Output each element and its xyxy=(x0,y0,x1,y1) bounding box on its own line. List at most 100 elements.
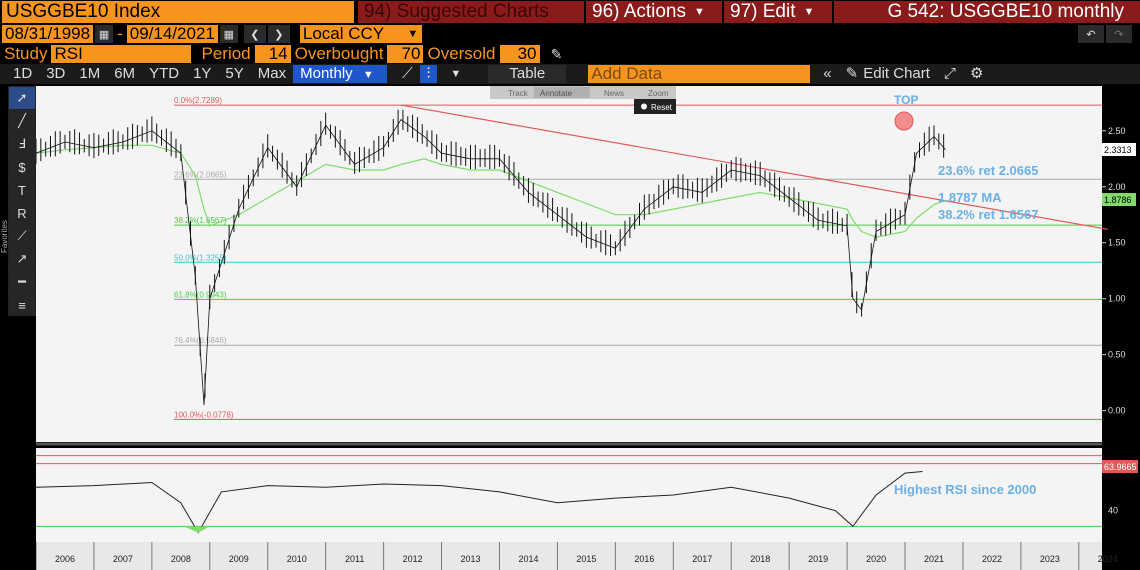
news-button[interactable]: News xyxy=(604,89,624,98)
range-1d[interactable]: 1D xyxy=(13,65,33,82)
chart-svg[interactable]: 0.0%(2.7289) 23.6%(2.0665) 38.2%(1.6567) 50… xyxy=(35,86,1140,570)
x-axis-band xyxy=(36,542,1102,570)
track-button[interactable]: Track xyxy=(508,89,529,98)
undo-icon[interactable]: ↶ xyxy=(1078,25,1104,43)
top-marker xyxy=(894,111,914,131)
period-input[interactable]: 14 xyxy=(254,45,291,63)
annotate-button[interactable]: Annotate xyxy=(540,89,573,98)
ma-line xyxy=(35,144,946,238)
price-pane xyxy=(36,86,1102,442)
ticker-field[interactable]: USGGBE10 Index xyxy=(2,1,354,23)
zoom-button[interactable]: Zoom xyxy=(648,89,669,98)
edit-menu[interactable]: 97) Edit ▼ xyxy=(724,1,832,23)
end-date-input[interactable]: 09/14/2021 xyxy=(126,25,218,43)
pencil-icon[interactable]: ✎ xyxy=(550,45,563,62)
study-select[interactable]: RSI xyxy=(51,45,192,63)
chart-panel[interactable]: 0.0%(2.7289) 23.6%(2.0665) 38.2%(1.6567) 50… xyxy=(35,86,1140,570)
overbought-input[interactable]: 70 xyxy=(387,45,424,63)
collapse-icon[interactable]: « xyxy=(823,65,832,82)
actions-label: 96) Actions xyxy=(592,1,686,22)
range-6m[interactable]: 6M xyxy=(114,65,136,82)
calendar-icon[interactable]: ▦ xyxy=(95,25,114,43)
ret382-label: 38.2% ret 1.6567 xyxy=(938,207,1038,222)
frequency-select[interactable]: Monthly ▼ xyxy=(293,65,388,83)
reset-button[interactable]: Reset xyxy=(651,103,673,112)
study-label: Study xyxy=(4,44,48,63)
segment-tool-icon[interactable]: ⟋ xyxy=(9,225,35,247)
fib-label: 61.8%(0.9943) xyxy=(174,290,227,299)
actions-menu[interactable]: 96) Actions ▼ xyxy=(586,1,722,23)
bar-chart-icon[interactable]: ⫶ xyxy=(419,65,438,83)
drawing-tools: ➚ ╱ Ⅎ $ T R ⟋ ↗ ━ ≡ xyxy=(8,86,36,316)
calendar-icon[interactable]: ▦ xyxy=(219,25,238,43)
x-tick-label: 2021 xyxy=(924,554,944,564)
channel-tool-icon[interactable]: ≡ xyxy=(9,294,35,316)
fib-label: 100.0%(-0.0778) xyxy=(174,410,234,419)
chevron-down-icon[interactable]: ▼ xyxy=(403,25,422,43)
edit-chart-label: Edit Chart xyxy=(863,65,930,82)
currency-select[interactable]: Local CCY xyxy=(299,25,404,43)
ray-tool-icon[interactable]: ↗ xyxy=(9,248,35,270)
title-bar: USGGBE10 Index 94) Suggested Charts 96) … xyxy=(0,0,1140,24)
favorites-tab[interactable]: Favorites xyxy=(0,195,9,255)
favorites-label: Favorites xyxy=(0,220,9,253)
table-button[interactable]: Table xyxy=(488,65,567,83)
fib-levels: 0.0%(2.7289) 23.6%(2.0665) 38.2%(1.6567) 50… xyxy=(174,96,1102,420)
gear-icon[interactable]: ⚙ xyxy=(969,65,984,82)
x-tick-label: 2024 xyxy=(1098,554,1118,564)
y-tick-label: 2.50 xyxy=(1108,126,1126,136)
x-tick-label: 2022 xyxy=(982,554,1002,564)
range-3d[interactable]: 3D xyxy=(46,65,66,82)
range-1y[interactable]: 1Y xyxy=(193,65,212,82)
edit-label: 97) Edit xyxy=(730,1,796,22)
x-tick-label: 2012 xyxy=(403,554,423,564)
price-series xyxy=(35,109,946,406)
rsi-note: Highest RSI since 2000 xyxy=(894,482,1036,497)
range-5y[interactable]: 5Y xyxy=(225,65,244,82)
ma-line-group xyxy=(35,144,946,238)
ma-value-tag xyxy=(1102,193,1136,206)
start-date-input[interactable]: 08/31/1998 xyxy=(2,25,94,43)
rsi-value-tag xyxy=(1102,460,1138,473)
price-tool-icon[interactable]: $ xyxy=(9,156,35,178)
line-tool-icon[interactable]: ╱ xyxy=(9,110,35,132)
range-1m[interactable]: 1M xyxy=(79,65,101,82)
pencil-icon: ✎ xyxy=(845,65,859,82)
range-ytd[interactable]: YTD xyxy=(149,65,180,82)
chevron-down-icon[interactable]: ▼ xyxy=(450,68,462,80)
chart-toolbar: 1D 3D 1M 6M YTD 1Y 5Y Max Monthly ▼ ⟋ ⫶ … xyxy=(0,64,1140,84)
line-chart-icon[interactable]: ⟋ xyxy=(402,65,413,82)
suggested-charts-button[interactable]: 94) Suggested Charts xyxy=(358,1,584,23)
oversold-label: Oversold xyxy=(427,44,496,63)
price-line xyxy=(35,119,946,406)
rsi-value: 63.9665 xyxy=(1104,462,1137,472)
chevron-down-icon: ▼ xyxy=(362,69,374,81)
y-tick-label: 1.00 xyxy=(1108,294,1126,304)
axis-ticks: 2006 2007 2008 2009 2010 2011 2012 2013 2014 2015… xyxy=(35,126,1126,570)
hline-tool-icon[interactable]: ━ xyxy=(9,271,35,293)
cursor-icon[interactable]: ➚ xyxy=(9,87,35,109)
range-max[interactable]: Max xyxy=(257,65,287,82)
next-arrow-icon[interactable]: ❯ xyxy=(267,25,290,43)
x-tick-label: 2008 xyxy=(171,554,191,564)
ma-value: 1.8786 xyxy=(1104,195,1132,205)
overlay-toolbar[interactable]: Track Annotate News Zoom Reset xyxy=(490,86,676,114)
x-tick-label: 2020 xyxy=(866,554,886,564)
edit-chart-button[interactable]: ✎ Edit Chart xyxy=(839,65,937,83)
fib-label: 50.0%(1.3255) xyxy=(174,253,227,262)
window-title-text: G 542: USGGBE10 monthly xyxy=(887,1,1124,22)
oversold-input[interactable]: 30 xyxy=(499,45,540,63)
prev-arrow-icon[interactable]: ❮ xyxy=(243,25,266,43)
x-tick-label: 2011 xyxy=(345,554,364,564)
date-separator: - xyxy=(117,24,123,43)
add-data-input[interactable]: Add Data xyxy=(588,65,811,83)
redo-icon[interactable]: ↷ xyxy=(1106,25,1132,43)
x-tick-label: 2018 xyxy=(750,554,770,564)
last-price-tag xyxy=(1102,143,1136,156)
rsi-line xyxy=(35,471,923,534)
fib-tool-icon[interactable]: Ⅎ xyxy=(9,133,35,155)
trendline xyxy=(400,104,1108,230)
expand-icon[interactable]: ⤢ xyxy=(943,65,956,82)
text-tool-icon[interactable]: T xyxy=(9,179,35,201)
regression-tool-icon[interactable]: R xyxy=(9,202,35,224)
